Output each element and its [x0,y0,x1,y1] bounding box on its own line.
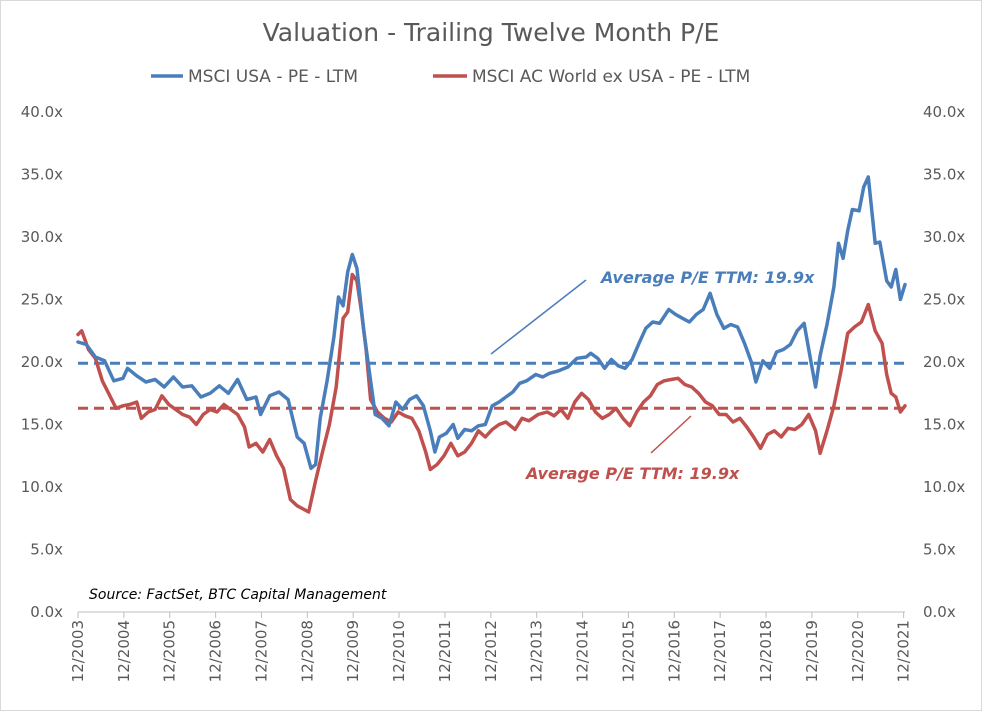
y-axis-right: 0.0x 5.0x 10.0x 15.0x 20.0x 25.0x 30.0x 35.0x 40… [923,103,965,621]
x-tick-label: 12/2014 [574,620,592,682]
x-tick-label: 12/2012 [482,620,500,682]
x-tick-label: 12/2019 [803,620,821,682]
series-line-usa [76,175,907,471]
x-tick-label: 12/2011 [436,620,454,682]
y-tick-label-right: 40.0x [923,103,965,121]
annotation-pointer-usa [490,279,587,355]
y-tick-label-left: 35.0x [21,166,63,184]
x-tick-label: 12/2020 [849,620,867,682]
y-tick-label-left: 0.0x [30,603,63,621]
y-tick-label-right: 20.0x [923,353,965,371]
x-tick-label: 12/2021 [895,620,913,682]
y-tick-label-right: 0.0x [923,603,956,621]
average-annotation-usa: Average P/E TTM: 19.9x [490,268,815,355]
annotation-label-usa: Average P/E TTM: 19.9x [599,268,815,287]
y-tick-label-left: 5.0x [30,541,63,559]
x-tick-label: 12/2018 [757,620,775,682]
y-tick-label-right: 30.0x [923,228,965,246]
legend: MSCI USA - PE - LTM MSCI AC World ex USA… [151,67,750,87]
y-tick-label-left: 40.0x [21,103,63,121]
x-axis: 12/2003 12/2004 12/2005 12/2006 12/2007 12/20… [69,611,913,682]
y-tick-label-right: 25.0x [923,291,965,309]
x-tick-label: 12/2013 [528,620,546,682]
y-tick-label-right: 15.0x [923,416,965,434]
x-tick-label: 12/2006 [207,620,225,682]
y-tick-label-left: 30.0x [21,228,63,246]
y-tick-label-left: 10.0x [21,478,63,496]
legend-label-usa: MSCI USA - PE - LTM [188,67,358,87]
series-lines [76,175,907,514]
x-tick-label: 12/2005 [161,620,179,682]
y-axis-left: 0.0x 5.0x 10.0x 15.0x 20.0x 25.0x 30.0x 35.0x 40… [21,103,63,621]
x-tick-label: 12/2007 [252,620,270,682]
y-tick-label-right: 10.0x [923,478,965,496]
average-lines [78,361,905,410]
x-tick-label: 12/2003 [69,620,87,682]
series-line-world [76,272,907,514]
x-tick-label: 12/2016 [665,620,683,682]
y-tick-label-left: 15.0x [21,416,63,434]
x-tick-label: 12/2010 [390,620,408,682]
chart-title: Valuation - Trailing Twelve Month P/E [263,18,720,47]
x-tick-label: 12/2015 [619,620,637,682]
x-tick-label: 12/2009 [344,620,362,682]
average-annotation-world: Average P/E TTM: 19.9x [524,415,740,483]
annotation-pointer-world [650,415,692,454]
y-tick-label-left: 25.0x [21,291,63,309]
y-tick-label-left: 20.0x [21,353,63,371]
x-tick-label: 12/2004 [115,620,133,682]
annotation-label-world: Average P/E TTM: 19.9x [524,464,740,483]
legend-label-world: MSCI AC World ex USA - PE - LTM [472,67,750,87]
y-tick-label-right: 5.0x [923,541,956,559]
x-tick-label: 12/2008 [298,620,316,682]
source-note: Source: FactSet, BTC Capital Management [89,587,387,603]
y-tick-label-right: 35.0x [923,166,965,184]
x-tick-label: 12/2017 [711,620,729,682]
